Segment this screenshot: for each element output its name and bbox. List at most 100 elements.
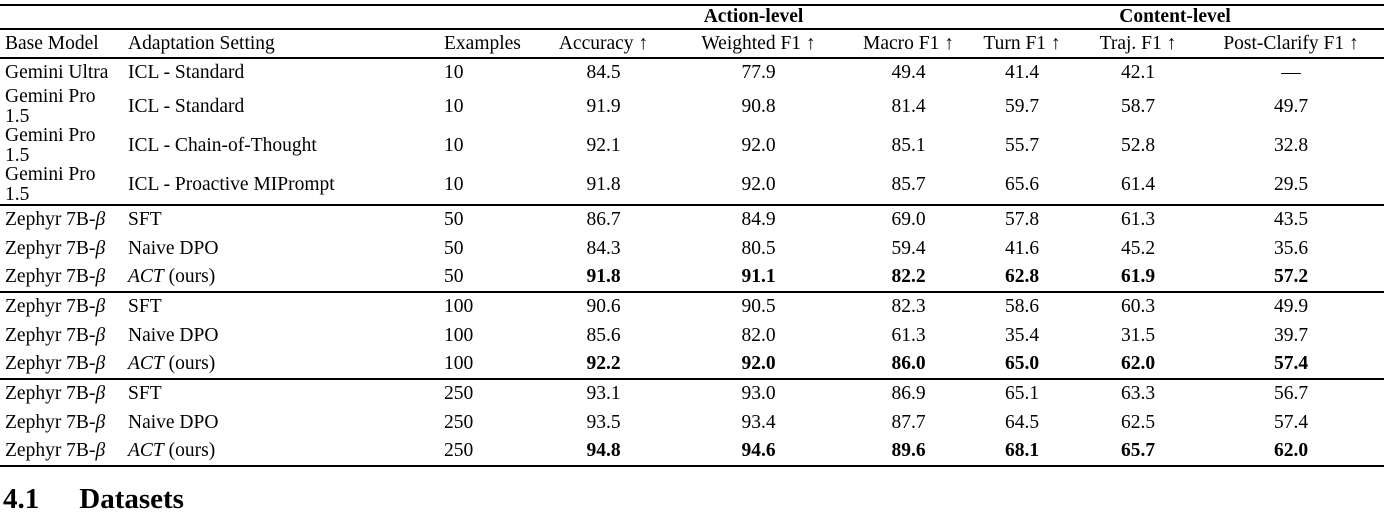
cell-adaptation: Naive DPO xyxy=(123,234,438,263)
table-group-icl: Gemini Ultra ICL - Standard 10 84.5 77.9… xyxy=(0,58,1384,205)
cell-turn-f1: 65.0 xyxy=(1004,353,1040,375)
cell-weighted-f1: 90.5 xyxy=(741,296,776,318)
cell-macro-f1: 87.7 xyxy=(891,411,926,433)
cell-weighted-f1: 92.0 xyxy=(741,134,776,156)
adaptation-text: ICL - Proactive MIPrompt xyxy=(128,173,335,195)
table-row: Zephyr 7B-β Naive DPO 250 93.5 93.4 87.7… xyxy=(0,408,1384,437)
table-row: Gemini Pro 1.5 ICL - Proactive MIPrompt … xyxy=(0,165,1384,205)
col-header-weighted-f1: Weighted F1 ↑ xyxy=(701,32,816,54)
cell-macro-f1: 59.4 xyxy=(891,237,926,259)
model-beta: β xyxy=(95,237,106,259)
cell-turn-f1: 62.8 xyxy=(1004,266,1040,288)
model-beta: β xyxy=(95,440,106,462)
cell-adaptation: ACT (ours) xyxy=(123,437,438,466)
cell-examples: 10 xyxy=(444,173,464,195)
adaptation-text: Naive DPO xyxy=(128,324,219,346)
cell-turn-f1: 41.4 xyxy=(1004,62,1040,84)
cell-model: Zephyr 7B-β xyxy=(0,379,123,408)
cell-adaptation: ICL - Standard xyxy=(123,58,438,87)
cell-weighted-f1: 92.0 xyxy=(741,353,776,375)
cell-macro-f1: 81.4 xyxy=(891,95,926,117)
cell-accuracy: 93.1 xyxy=(586,383,621,405)
cell-accuracy: 92.2 xyxy=(586,353,621,375)
model-text: Gemini Pro 1.5 xyxy=(5,125,96,166)
model-beta: β xyxy=(95,353,106,375)
cell-traj-f1: 58.7 xyxy=(1120,95,1156,117)
cell-accuracy: 84.5 xyxy=(586,62,621,84)
model-text: Zephyr 7B- xyxy=(5,237,96,259)
cell-turn-f1: 57.8 xyxy=(1004,209,1040,231)
cell-weighted-f1: 94.6 xyxy=(741,440,776,462)
cell-weighted-f1: 91.1 xyxy=(741,266,776,288)
group-header-row: Action-level Content-level xyxy=(0,5,1384,29)
section-title: Datasets xyxy=(79,483,184,515)
cell-post-clarify-f1: 49.7 xyxy=(1273,95,1309,117)
cell-accuracy: 91.9 xyxy=(586,95,621,117)
table-row: Zephyr 7B-β SFT 50 86.7 84.9 69.0 57.8 6… xyxy=(0,205,1384,234)
cell-post-clarify-f1: — xyxy=(1281,62,1301,84)
model-text: Zephyr 7B- xyxy=(5,411,96,433)
cell-examples: 10 xyxy=(444,134,464,156)
cell-weighted-f1: 90.8 xyxy=(741,95,776,117)
cell-traj-f1: 61.4 xyxy=(1120,173,1156,195)
group-header-spacer xyxy=(0,5,541,29)
cell-traj-f1: 60.3 xyxy=(1120,296,1156,318)
model-beta: β xyxy=(95,209,106,231)
group-header-action-level: Action-level xyxy=(703,6,804,28)
col-header-examples: Examples xyxy=(444,32,521,54)
cell-adaptation: ICL - Standard xyxy=(123,87,438,126)
cell-traj-f1: 62.0 xyxy=(1120,353,1156,375)
cell-post-clarify-f1: 57.2 xyxy=(1273,266,1309,288)
cell-model: Gemini Ultra xyxy=(0,58,123,87)
cell-macro-f1: 82.3 xyxy=(891,296,926,318)
cell-model: Gemini Pro 1.5 xyxy=(0,126,123,165)
cell-accuracy: 93.5 xyxy=(586,411,621,433)
table-row: Zephyr 7B-β SFT 250 93.1 93.0 86.9 65.1 … xyxy=(0,379,1384,408)
cell-model: Zephyr 7B-β xyxy=(0,437,123,466)
model-beta: β xyxy=(95,383,106,405)
table-row: Gemini Pro 1.5 ICL - Chain-of-Thought 10… xyxy=(0,126,1384,165)
cell-model: Zephyr 7B-β xyxy=(0,292,123,321)
model-beta: β xyxy=(95,266,106,288)
cell-turn-f1: 35.4 xyxy=(1004,324,1040,346)
cell-model: Zephyr 7B-β xyxy=(0,321,123,350)
section-number: 4.1 xyxy=(3,483,40,515)
cell-post-clarify-f1: 39.7 xyxy=(1273,324,1309,346)
cell-adaptation: Naive DPO xyxy=(123,408,438,437)
cell-model: Zephyr 7B-β xyxy=(0,408,123,437)
table-row: Zephyr 7B-β ACT (ours) 250 94.8 94.6 89.… xyxy=(0,437,1384,466)
model-text: Zephyr 7B- xyxy=(5,209,96,231)
cell-macro-f1: 82.2 xyxy=(891,266,926,288)
cell-post-clarify-f1: 43.5 xyxy=(1273,209,1309,231)
cell-traj-f1: 42.1 xyxy=(1120,62,1156,84)
cell-traj-f1: 65.7 xyxy=(1120,440,1156,462)
adaptation-text: Naive DPO xyxy=(128,411,219,433)
cell-post-clarify-f1: 56.7 xyxy=(1273,383,1309,405)
cell-model: Gemini Pro 1.5 xyxy=(0,87,123,126)
cell-traj-f1: 62.5 xyxy=(1120,411,1156,433)
col-header-macro-f1: Macro F1 ↑ xyxy=(863,32,955,54)
cell-traj-f1: 61.3 xyxy=(1120,209,1156,231)
table-header: Action-level Content-level Base Model Ad… xyxy=(0,5,1384,58)
table-row: Zephyr 7B-β ACT (ours) 50 91.8 91.1 82.2… xyxy=(0,263,1384,292)
model-text: Zephyr 7B- xyxy=(5,353,96,375)
model-text: Zephyr 7B- xyxy=(5,296,96,318)
adaptation-italic: ACT xyxy=(128,266,164,288)
cell-turn-f1: 64.5 xyxy=(1004,411,1040,433)
cell-traj-f1: 61.9 xyxy=(1120,266,1156,288)
cell-macro-f1: 85.7 xyxy=(891,173,926,195)
adaptation-text: ICL - Standard xyxy=(128,95,245,117)
cell-examples: 250 xyxy=(444,440,474,462)
cell-traj-f1: 31.5 xyxy=(1120,324,1156,346)
cell-post-clarify-f1: 62.0 xyxy=(1273,440,1309,462)
cell-turn-f1: 41.6 xyxy=(1004,237,1040,259)
cell-macro-f1: 85.1 xyxy=(891,134,926,156)
cell-model: Zephyr 7B-β xyxy=(0,205,123,234)
cell-turn-f1: 58.6 xyxy=(1004,296,1040,318)
cell-examples: 100 xyxy=(444,296,474,318)
cell-weighted-f1: 80.5 xyxy=(741,237,776,259)
adaptation-text: (ours) xyxy=(163,440,216,462)
model-text: Zephyr 7B- xyxy=(5,383,96,405)
cell-post-clarify-f1: 35.6 xyxy=(1273,237,1309,259)
cell-turn-f1: 55.7 xyxy=(1004,134,1040,156)
